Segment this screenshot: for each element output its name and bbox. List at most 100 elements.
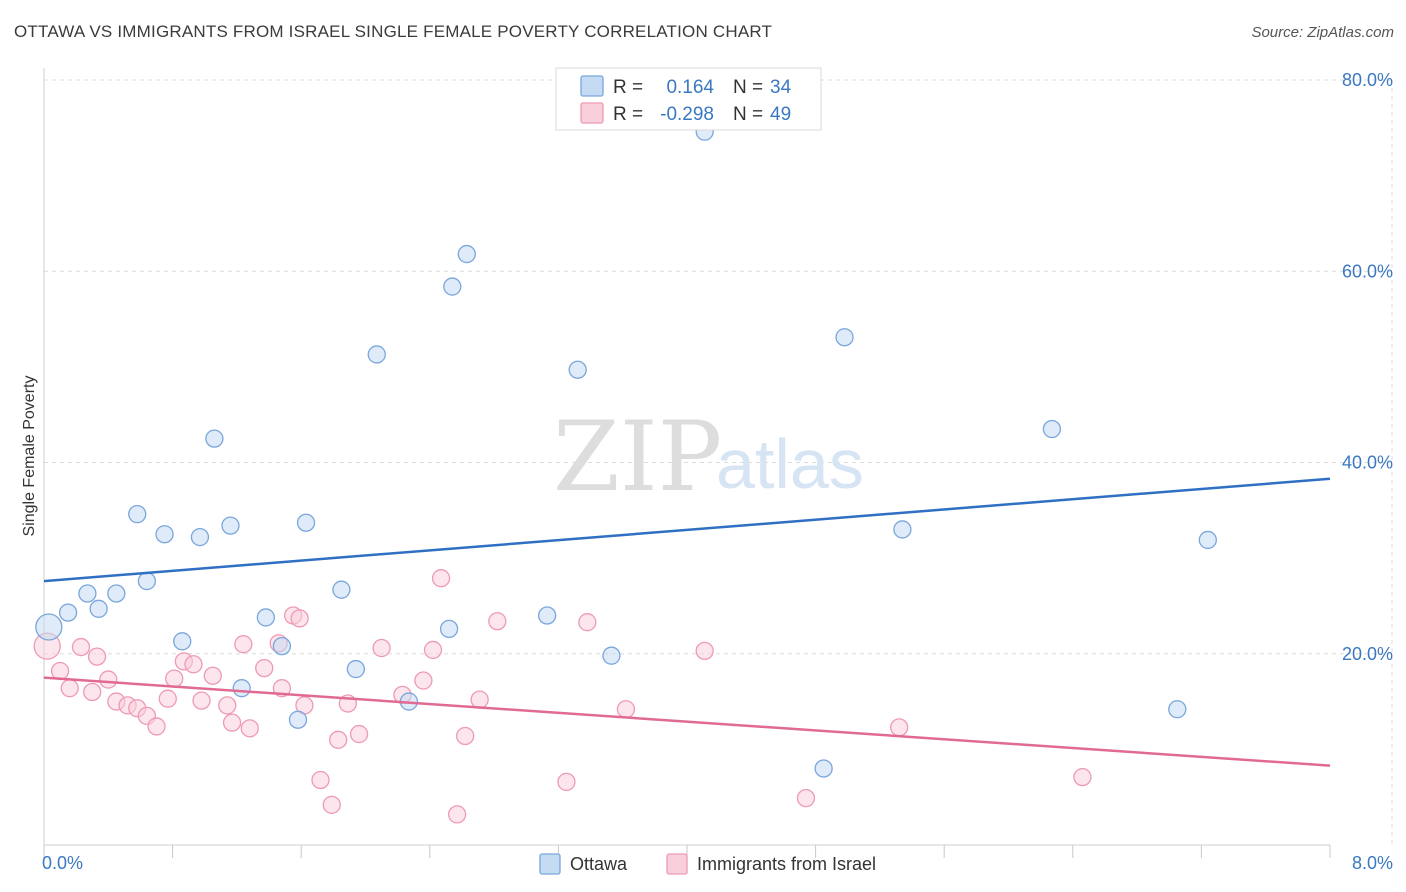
israel-series-points <box>33 569 1092 824</box>
ottawa-data-point <box>814 759 833 778</box>
israel-data-point <box>431 569 451 588</box>
legend-r-value-ottawa: 0.164 <box>666 77 714 98</box>
series-legend: Ottawa Immigrants from Israel <box>539 853 876 875</box>
ottawa-data-point <box>232 679 251 698</box>
israel-data-point <box>87 647 107 666</box>
ottawa-data-point <box>128 504 147 524</box>
legend-n-value-israel: 49 <box>770 104 791 125</box>
y-tick-label: 80.0% <box>1342 70 1393 90</box>
ottawa-data-point <box>89 599 108 618</box>
israel-data-point <box>255 658 274 678</box>
israel-data-point <box>222 713 242 732</box>
ottawa-data-point <box>537 606 557 625</box>
israel-data-point <box>158 689 177 708</box>
ottawa-data-point <box>1198 530 1217 550</box>
ottawa-data-point <box>221 516 240 535</box>
series-legend-label-israel: Immigrants from Israel <box>697 854 876 874</box>
trend-lines <box>43 477 1331 767</box>
x-tick-label: 8.0% <box>1352 853 1393 873</box>
israel-data-point <box>349 724 369 744</box>
ottawa-data-point <box>893 520 912 539</box>
ottawa-data-point <box>346 659 366 679</box>
ottawa-data-point <box>367 345 386 364</box>
israel-data-point <box>71 637 91 657</box>
correlation-legend: R = 0.164 N = 34 R = -0.298 N = 49 <box>555 67 822 131</box>
israel-data-point <box>423 640 443 660</box>
ottawa-data-point <box>78 584 97 603</box>
legend-swatch-ottawa <box>580 75 604 97</box>
israel-data-point <box>203 666 222 685</box>
tick-labels: 20.0% 40.0% 60.0% 80.0% 0.0% 8.0% <box>42 70 1393 873</box>
ottawa-data-point <box>439 619 459 639</box>
israel-data-point <box>470 690 489 709</box>
israel-data-point <box>192 691 211 710</box>
israel-data-point <box>240 719 259 738</box>
ottawa-data-point <box>155 525 174 544</box>
legend-n-value-ottawa: 34 <box>770 77 792 98</box>
israel-data-point <box>890 718 909 737</box>
israel-data-point <box>99 670 118 689</box>
israel-data-point <box>290 609 309 628</box>
ottawa-data-point <box>602 646 621 665</box>
legend-swatch-israel <box>580 102 604 124</box>
israel-data-point <box>616 700 636 719</box>
israel-data-point <box>414 671 433 690</box>
israel-data-point <box>329 730 348 749</box>
ottawa-trend-line <box>43 477 1331 583</box>
ottawa-data-point <box>332 580 351 599</box>
x-tick-label: 0.0% <box>42 853 83 873</box>
watermark: ZIP atlas <box>553 401 864 513</box>
ottawa-data-point <box>107 584 126 603</box>
ottawa-data-point <box>272 636 292 656</box>
watermark-zip: ZIP <box>553 401 722 513</box>
israel-data-point <box>557 772 576 792</box>
y-tick-label: 20.0% <box>1342 644 1393 664</box>
ottawa-data-point <box>190 527 210 547</box>
ottawa-data-point <box>205 429 224 448</box>
israel-data-point <box>322 795 341 814</box>
ottawa-data-point <box>1168 700 1187 719</box>
israel-data-point <box>796 788 816 808</box>
ottawa-data-point <box>443 277 462 296</box>
chart-title: OTTAWA VS IMMIGRANTS FROM ISRAEL SINGLE … <box>14 22 773 41</box>
israel-data-point <box>50 661 70 681</box>
watermark-atlas: atlas <box>716 425 864 503</box>
ottawa-data-point <box>835 328 854 347</box>
legend-r-value-israel: -0.298 <box>660 104 714 125</box>
israel-data-point <box>311 770 330 790</box>
legend-n-label-israel: N = <box>733 104 763 125</box>
ottawa-data-point <box>457 244 476 264</box>
israel-data-point <box>184 655 203 674</box>
israel-data-point <box>218 696 237 715</box>
israel-data-point <box>1073 767 1092 787</box>
ottawa-data-point <box>1042 419 1062 439</box>
ottawa-data-point <box>568 360 587 379</box>
source-credit: Source: ZipAtlas.com <box>1251 24 1394 41</box>
ottawa-data-point <box>137 571 157 591</box>
israel-data-point <box>488 612 507 631</box>
ottawa-data-point <box>35 613 63 641</box>
ottawa-data-point <box>296 513 316 532</box>
ottawa-series-points <box>35 122 1217 778</box>
israel-data-point <box>578 613 597 632</box>
legend-r-label-israel: R = <box>613 104 643 125</box>
israel-data-point <box>60 679 79 698</box>
ottawa-data-point <box>173 632 192 651</box>
legend-n-label-ottawa: N = <box>733 77 763 98</box>
israel-data-point <box>234 635 253 654</box>
israel-data-point <box>165 669 184 688</box>
israel-data-point <box>447 805 467 824</box>
series-legend-swatch-israel <box>666 853 688 875</box>
ottawa-data-point <box>58 603 78 622</box>
israel-data-point <box>147 717 166 736</box>
ottawa-data-point <box>288 710 308 729</box>
y-tick-label: 40.0% <box>1342 453 1393 473</box>
israel-data-point <box>372 638 391 658</box>
series-legend-swatch-ottawa <box>539 853 561 875</box>
israel-data-point <box>83 682 102 702</box>
series-legend-label-ottawa: Ottawa <box>570 854 628 874</box>
legend-r-label-ottawa: R = <box>613 77 643 98</box>
y-axis-label: Single Female Poverty <box>21 376 38 537</box>
israel-data-point <box>695 641 714 661</box>
